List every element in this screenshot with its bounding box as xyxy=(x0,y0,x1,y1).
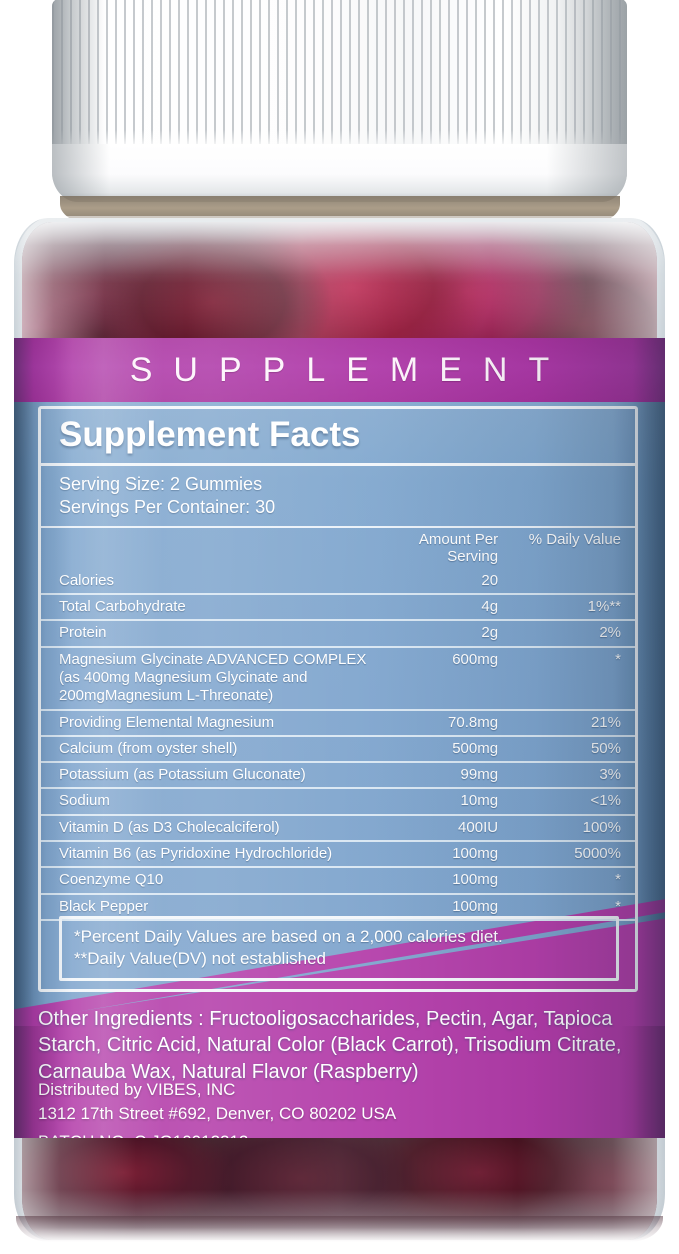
facts-row-daily-value: 3% xyxy=(599,766,621,784)
facts-row: Potassium (as Potassium Gluconate) 99mg 3% xyxy=(41,762,635,789)
supplement-facts-table: Amount Per Serving % Daily Value Calorie… xyxy=(41,528,635,921)
facts-row-name: Potassium (as Potassium Gluconate) xyxy=(59,766,306,784)
facts-row-daily-value: 5000% xyxy=(574,844,621,862)
facts-row-amount: 10mg xyxy=(460,792,499,810)
distributor-info: Distributed by VIBES, INC 1312 17th Stre… xyxy=(38,1078,648,1138)
col-header-amount: Amount Per Serving xyxy=(418,530,499,565)
facts-row-name: Protein xyxy=(59,624,107,642)
facts-title: Supplement Facts xyxy=(59,415,361,454)
footnote-percent-daily-value: *Percent Daily Values are based on a 2,0… xyxy=(74,926,503,946)
facts-row-daily-value: * xyxy=(615,897,621,915)
other-ingredients: Other Ingredients : Fructooligosaccharid… xyxy=(38,1006,648,1085)
facts-row-daily-value: 1%** xyxy=(587,598,621,616)
facts-row-name: Vitamin B6 (as Pyridoxine Hydrochloride) xyxy=(59,844,333,862)
facts-row-daily-value: 2% xyxy=(599,624,621,642)
bottle-base xyxy=(16,1216,663,1242)
facts-row-amount: 100mg xyxy=(452,871,499,889)
footnote-dv-not-established: **Daily Value(DV) not established xyxy=(74,948,326,968)
facts-row-daily-value: 100% xyxy=(582,818,621,836)
facts-row-name: Magnesium Glycinate ADVANCED COMPLEX (as … xyxy=(41,647,374,710)
facts-row-name: Providing Elemental Magnesium xyxy=(59,713,275,731)
serving-info: Serving Size: 2 Gummies Servings Per Con… xyxy=(41,466,635,526)
facts-row: Protein 2g 2% xyxy=(41,620,635,647)
serving-size: Serving Size: 2 Gummies xyxy=(59,474,263,494)
facts-row-subtext: (as 400mg Magnesium Glycinate and 200mgM… xyxy=(59,668,308,705)
facts-rule-mid xyxy=(41,525,635,528)
facts-footnotes: *Percent Daily Values are based on a 2,0… xyxy=(59,915,619,981)
col-header-daily-value: % Daily Value xyxy=(528,530,621,548)
facts-header-row: Amount Per Serving % Daily Value xyxy=(41,528,635,569)
facts-row: Providing Elemental Magnesium 70.8mg 21% xyxy=(41,710,635,736)
facts-row-amount: 2g xyxy=(481,624,499,642)
facts-row-amount: 4g xyxy=(481,598,499,616)
other-ingredients-label: Other Ingredients : xyxy=(38,1008,204,1030)
facts-row-amount: 100mg xyxy=(452,897,499,915)
facts-row: Total Carbohydrate 4g 1%** xyxy=(41,594,635,621)
facts-row-daily-value: 21% xyxy=(590,713,621,731)
facts-row-amount: 600mg xyxy=(452,650,499,668)
facts-row-amount: 70.8mg xyxy=(448,713,499,731)
facts-row-name: Total Carbohydrate xyxy=(59,598,186,616)
distributor-name: Distributed by VIBES, INC xyxy=(38,1080,236,1099)
facts-row-daily-value: * xyxy=(615,650,621,668)
facts-row-amount: 20 xyxy=(481,571,499,589)
facts-row: Vitamin B6 (as Pyridoxine Hydrochloride)… xyxy=(41,841,635,868)
facts-row-name: Vitamin D (as D3 Cholecalciferol) xyxy=(59,818,280,836)
facts-row-amount: 99mg xyxy=(460,766,499,784)
facts-rule-top xyxy=(41,463,635,466)
facts-row-name: Black Pepper xyxy=(59,897,149,915)
facts-row: Calcium (from oyster shell) 500mg 50% xyxy=(41,736,635,763)
facts-row-amount: 100mg xyxy=(452,844,499,862)
facts-row: Coenzyme Q10 100mg * xyxy=(41,867,635,894)
facts-row-amount: 400IU xyxy=(458,818,499,836)
bottle-cap xyxy=(52,0,627,202)
facts-row-name: Coenzyme Q10 xyxy=(59,871,164,889)
label-banner: SUPPLEMENT xyxy=(14,338,665,402)
facts-row: Sodium 10mg <1% xyxy=(41,788,635,815)
facts-row-name: Calories xyxy=(59,571,115,589)
facts-table-body: Calories 20 Total Carbohydrate 4g 1%** Protei… xyxy=(41,569,635,920)
cap-skirt-gloss xyxy=(52,144,627,202)
facts-row-daily-value: * xyxy=(615,871,621,889)
facts-row-name: Sodium xyxy=(59,792,110,810)
facts-row-daily-value: <1% xyxy=(590,792,621,810)
product-label: SUPPLEMENT Supplement Facts Serving Size… xyxy=(14,338,665,1138)
facts-row-daily-value xyxy=(528,569,635,594)
facts-row: Black Pepper 100mg * xyxy=(41,894,635,920)
col-header-name xyxy=(41,528,374,569)
facts-row-daily-value: 50% xyxy=(590,739,621,757)
other-ingredients-text: Fructooligosaccharides, Pectin, Agar, Ta… xyxy=(38,1008,622,1083)
facts-table-head: Amount Per Serving % Daily Value xyxy=(41,528,635,569)
facts-row: Vitamin D (as D3 Cholecalciferol) 400IU 10… xyxy=(41,815,635,841)
facts-row-name: Calcium (from oyster shell) xyxy=(59,739,238,757)
servings-per-container: Servings Per Container: 30 xyxy=(59,496,276,517)
facts-row-amount: 500mg xyxy=(452,739,499,757)
facts-row: Calories 20 xyxy=(41,569,635,595)
distributor-address: 1312 17th Street #692, Denver, CO 80202 … xyxy=(38,1104,397,1124)
facts-row: Magnesium Glycinate ADVANCED COMPLEX (as … xyxy=(41,647,635,710)
supplement-facts-panel: Supplement Facts Serving Size: 2 Gummies… xyxy=(38,406,638,992)
banner-text: SUPPLEMENT xyxy=(129,350,571,389)
batch-number: BATCH NO. C JG10012212 xyxy=(38,1130,648,1138)
